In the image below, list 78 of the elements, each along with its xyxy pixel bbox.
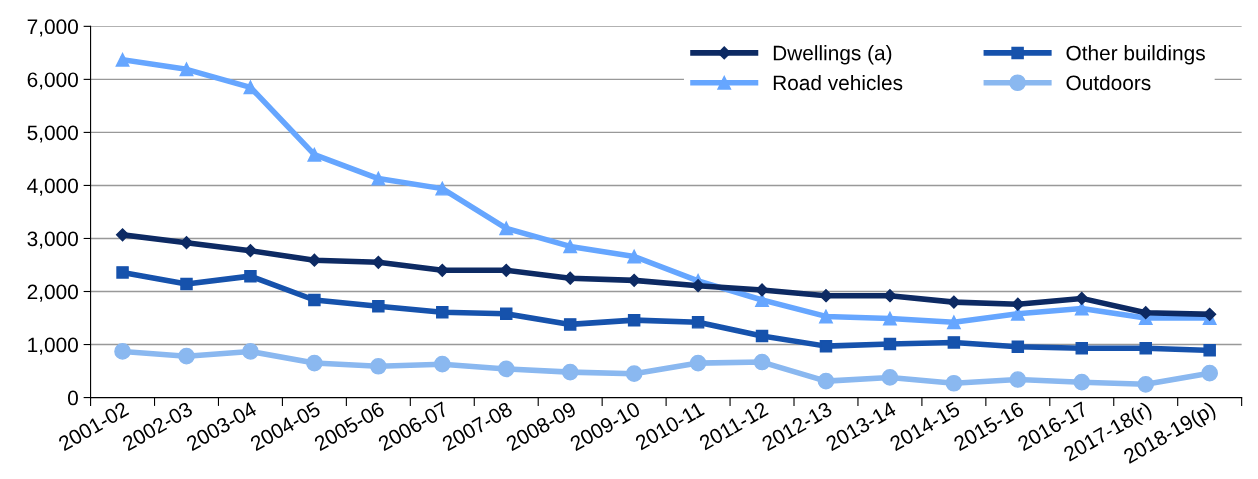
point bbox=[371, 255, 385, 269]
point bbox=[691, 316, 705, 329]
point bbox=[627, 313, 641, 327]
point bbox=[883, 337, 897, 351]
point bbox=[755, 293, 769, 307]
point bbox=[178, 347, 195, 365]
y-tick-label: 3,000 bbox=[27, 231, 78, 249]
point bbox=[561, 363, 579, 381]
point bbox=[947, 295, 961, 309]
legend-label: Other buildings bbox=[1066, 45, 1205, 65]
point bbox=[307, 147, 322, 162]
point bbox=[755, 329, 769, 343]
point bbox=[307, 253, 321, 267]
legend-label: Dwellings (a) bbox=[773, 45, 892, 65]
point bbox=[1203, 307, 1217, 321]
point bbox=[243, 244, 258, 258]
y-tick-label: 5,000 bbox=[27, 125, 78, 143]
point bbox=[244, 269, 257, 283]
point bbox=[817, 372, 835, 390]
point bbox=[179, 62, 194, 77]
point bbox=[1011, 340, 1025, 353]
point bbox=[435, 181, 450, 196]
point bbox=[372, 300, 385, 313]
point bbox=[1073, 373, 1091, 391]
point bbox=[945, 374, 963, 392]
point bbox=[306, 354, 323, 372]
point bbox=[1137, 375, 1155, 393]
point bbox=[1074, 301, 1089, 316]
point bbox=[1139, 341, 1152, 355]
point bbox=[563, 239, 578, 254]
point bbox=[115, 228, 130, 242]
y-tick-label: 4,000 bbox=[27, 178, 78, 196]
point bbox=[946, 315, 961, 330]
point bbox=[563, 271, 577, 285]
point bbox=[1011, 297, 1025, 311]
point bbox=[116, 266, 129, 279]
point bbox=[499, 221, 514, 236]
point bbox=[1139, 306, 1153, 320]
point bbox=[436, 305, 449, 319]
point bbox=[179, 236, 194, 250]
point bbox=[308, 293, 321, 307]
point bbox=[819, 339, 833, 353]
y-tick-label: 2,000 bbox=[27, 284, 78, 302]
point bbox=[625, 365, 643, 383]
point bbox=[1201, 364, 1219, 382]
point bbox=[947, 336, 961, 349]
point bbox=[1075, 341, 1089, 355]
point bbox=[114, 343, 131, 360]
point bbox=[753, 353, 771, 371]
point bbox=[435, 263, 449, 277]
point bbox=[370, 357, 387, 375]
point bbox=[371, 171, 386, 186]
point bbox=[1009, 371, 1027, 388]
point bbox=[627, 249, 642, 264]
point bbox=[242, 343, 259, 360]
y-tick-label: 7,000 bbox=[27, 19, 78, 37]
point bbox=[1203, 344, 1216, 357]
point bbox=[180, 277, 193, 291]
point bbox=[433, 355, 451, 373]
y-tick-label: 6,000 bbox=[27, 72, 78, 90]
point bbox=[755, 283, 769, 297]
point bbox=[627, 273, 641, 287]
point bbox=[691, 279, 705, 293]
point bbox=[689, 354, 707, 372]
point bbox=[1075, 291, 1089, 305]
point bbox=[881, 369, 899, 386]
point bbox=[499, 307, 513, 321]
legend-label: Outdoors bbox=[1066, 74, 1151, 91]
point bbox=[882, 311, 897, 326]
point bbox=[883, 289, 897, 303]
point bbox=[819, 289, 833, 303]
y-tick-label: 1,000 bbox=[28, 337, 78, 355]
point bbox=[499, 263, 513, 277]
legend-label: Road vehicles bbox=[773, 74, 903, 91]
point bbox=[563, 318, 577, 331]
point bbox=[115, 52, 130, 67]
point bbox=[497, 360, 515, 378]
point bbox=[819, 309, 833, 324]
